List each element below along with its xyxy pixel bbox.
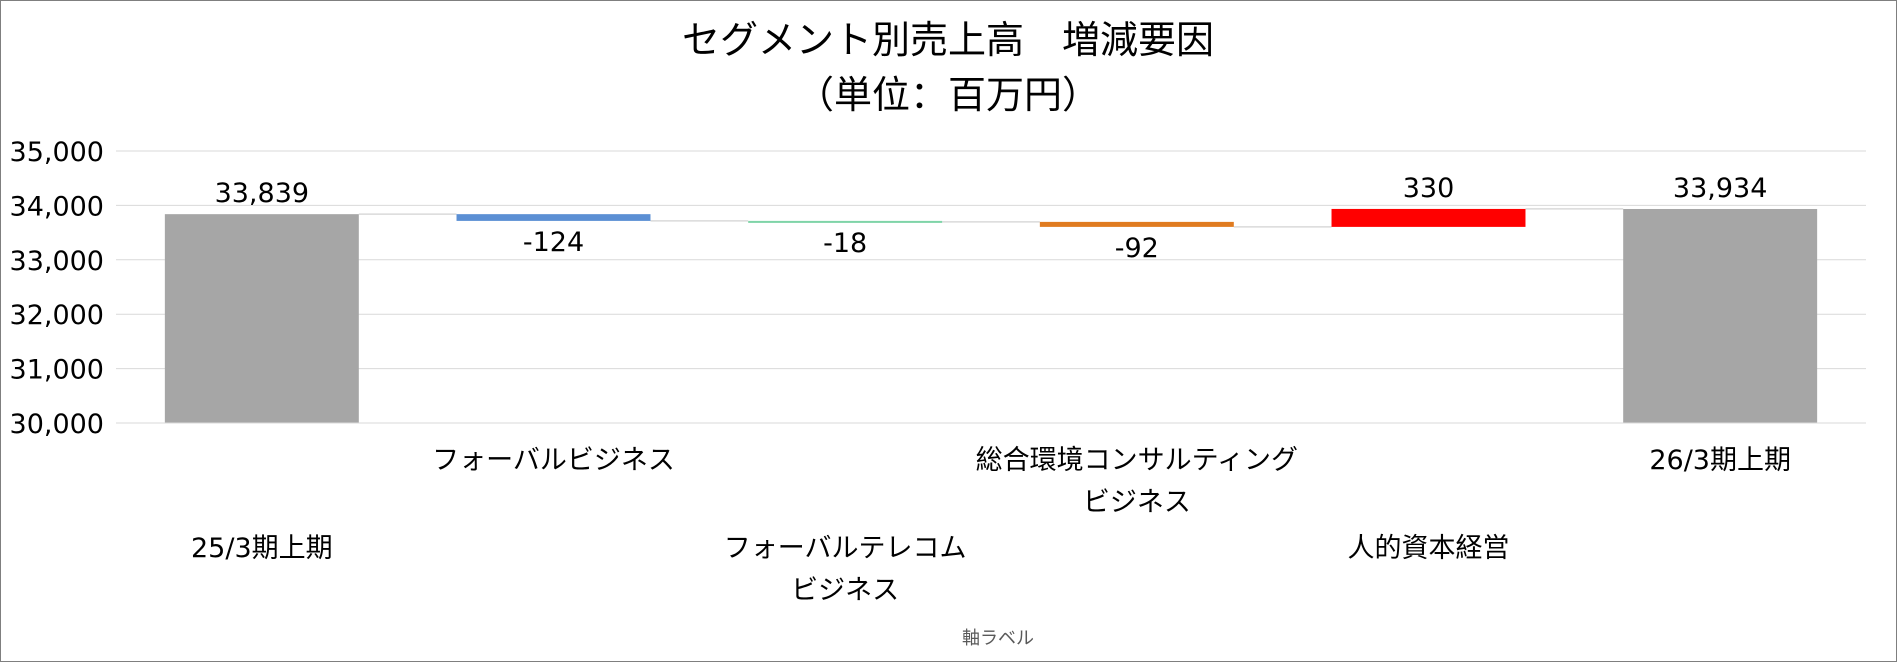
x-axis: 25/3期上期フォーバルビジネスフォーバルテレコムビジネス総合環境コンサルティン…: [116, 422, 1866, 606]
y-tick-label: 34,000: [10, 191, 104, 222]
bar: [1039, 221, 1234, 227]
y-tick-label: 33,000: [10, 246, 104, 277]
data-label: 330: [1403, 173, 1455, 204]
category-label: ビジネス: [1083, 487, 1191, 518]
data-label: -124: [523, 227, 584, 258]
data-label: -92: [1115, 233, 1159, 264]
bar: [748, 220, 943, 223]
bar: [456, 214, 651, 221]
data-label: 33,934: [1673, 173, 1767, 204]
connector-lines: [358, 208, 1624, 228]
category-label: フォーバルビジネス: [432, 445, 675, 476]
bars: [164, 208, 1818, 423]
y-tick-label: 32,000: [10, 300, 104, 331]
category-label: 25/3期上期: [191, 533, 333, 564]
x-axis-title: 軸ラベル: [962, 628, 1034, 649]
bar: [164, 214, 359, 423]
y-tick-label: 31,000: [10, 355, 104, 386]
y-tick-label: 35,000: [10, 137, 104, 168]
data-label: 33,839: [215, 178, 309, 209]
y-axis: 30,000 31,000 32,000 33,000 34,000 35,000: [10, 137, 104, 440]
category-label: 総合環境コンサルティング: [976, 445, 1298, 476]
data-labels: 33,839 -124 -18 -92 330 33,934: [215, 173, 1768, 264]
chart-title: セグメント別売上高 増減要因: [682, 18, 1214, 62]
gridlines: [116, 150, 1866, 424]
data-label: -18: [823, 228, 867, 259]
bar: [1331, 208, 1526, 227]
chart-subtitle: （単位：百万円）: [796, 73, 1100, 117]
category-label: ビジネス: [791, 575, 899, 606]
category-label: 26/3期上期: [1649, 445, 1791, 476]
category-label: フォーバルテレコム: [724, 533, 967, 564]
bar: [1623, 208, 1818, 423]
y-tick-label: 30,000: [10, 409, 104, 440]
category-label: 人的資本経営: [1348, 533, 1510, 564]
